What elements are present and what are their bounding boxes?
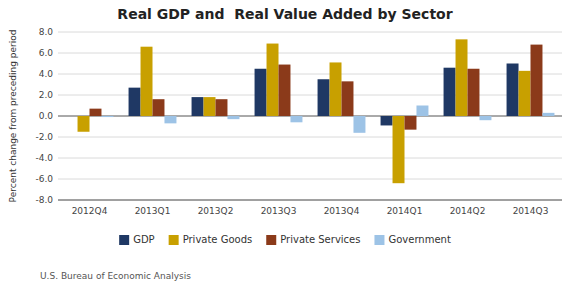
bar <box>519 71 531 116</box>
grid-line <box>58 53 562 54</box>
bar <box>141 47 153 116</box>
bar <box>542 113 554 116</box>
x-tick-label: 2013Q1 <box>135 206 171 216</box>
y-tick-label: 0.0 <box>39 111 54 121</box>
bar <box>405 116 417 130</box>
y-tick-label: 8.0 <box>39 27 54 37</box>
grid-line <box>58 158 562 159</box>
x-tick-label: 2012Q4 <box>72 206 108 216</box>
bar <box>444 68 456 116</box>
y-tick-label: -4.0 <box>35 153 53 163</box>
grid-line <box>58 32 562 33</box>
bar <box>216 99 228 116</box>
x-tick-label: 2013Q4 <box>324 206 360 216</box>
x-axis-line <box>58 200 562 201</box>
bar <box>204 97 216 116</box>
bar <box>416 106 428 117</box>
bar <box>393 116 405 183</box>
grid-line <box>58 200 562 201</box>
y-axis-label: Percent change from preceding period <box>8 30 18 203</box>
bar <box>227 116 239 119</box>
y-tick-label: -2.0 <box>35 132 53 142</box>
bar <box>267 44 279 116</box>
legend-label: Private Services <box>280 234 360 245</box>
bar <box>279 65 291 116</box>
title: Real GDP and Real Value Added by Sector <box>117 6 452 22</box>
bar <box>101 116 113 117</box>
bar <box>353 116 365 133</box>
bar <box>164 116 176 123</box>
bar <box>381 116 393 125</box>
y-tick-label: -8.0 <box>35 195 53 205</box>
legend: GDP Private Goods Private Services Governme… <box>119 234 451 245</box>
y-tick-label: 4.0 <box>39 69 54 79</box>
legend-swatch <box>374 235 384 245</box>
bar <box>153 99 165 116</box>
chart: Real GDP and Real Value Added by Sector P… <box>0 0 570 289</box>
y-tick-label: 2.0 <box>39 90 54 100</box>
grid-line <box>58 137 562 138</box>
x-tick-label: 2014Q3 <box>513 206 549 216</box>
bar <box>78 116 90 132</box>
bar <box>255 69 267 116</box>
legend-label: Private Goods <box>183 234 253 245</box>
bar <box>318 79 330 116</box>
grid <box>58 32 562 200</box>
x-tick-label: 2013Q2 <box>198 206 234 216</box>
legend-label: Government <box>388 234 450 245</box>
legend-swatch <box>169 235 179 245</box>
x-tick-label: 2014Q2 <box>450 206 486 216</box>
bar <box>479 116 491 120</box>
bar <box>330 62 342 116</box>
legend-label: GDP <box>133 234 154 245</box>
grid-line <box>58 179 562 180</box>
grid-line <box>58 74 562 75</box>
x-tick-label: 2013Q3 <box>261 206 297 216</box>
bar <box>531 45 543 116</box>
bar <box>342 81 354 116</box>
source: U.S. Bureau of Economic Analysis <box>40 271 191 281</box>
bar <box>290 116 302 122</box>
x-tick-label: 2014Q1 <box>387 206 423 216</box>
bar <box>90 109 102 116</box>
bar <box>468 69 480 116</box>
bars <box>78 39 555 183</box>
bar <box>66 116 78 117</box>
legend-swatch <box>266 235 276 245</box>
y-tick-label: -6.0 <box>35 174 53 184</box>
legend-swatch <box>119 235 129 245</box>
bar <box>129 88 141 116</box>
bar <box>507 64 519 117</box>
bar <box>456 39 468 116</box>
y-tick-label: 6.0 <box>39 48 54 58</box>
bar <box>192 97 204 116</box>
